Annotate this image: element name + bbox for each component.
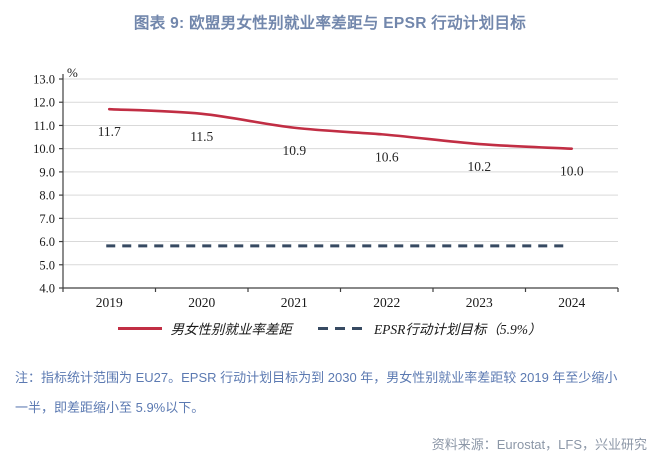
footnote-line-2: 一半，即差距缩小至 5.9%以下。 [15,400,205,415]
x-tick-label: 2019 [96,295,123,310]
data-label: 11.7 [98,124,121,139]
legend-item-gap: 男女性别就业率差距 [118,318,292,338]
y-tick-label: 5.0 [39,258,55,272]
line-chart-plot: 4.0 5.0 6.0 7.0 8.0 9.0 10.0 11.0 12.0 13.0 % 2019 2… [33,65,619,310]
x-tick-label: 2021 [281,295,308,310]
data-label: 10.9 [282,143,306,158]
legend-item-target: EPSR行动计划目标（5.9%） [317,318,542,338]
y-tick-label: 7.0 [39,212,55,226]
data-label: 10.6 [375,150,399,165]
y-tick-label: 4.0 [39,282,55,296]
chart-legend: 男女性别就业率差距 EPSR行动计划目标（5.9%） [0,318,660,338]
legend-label-target: EPSR行动计划目标（5.9%） [373,322,542,337]
x-tick-label: 2020 [188,295,215,310]
data-label: 10.0 [560,164,584,179]
legend-dashed-line-swatch [317,326,366,330]
y-tick-label: 13.0 [33,73,55,87]
y-tick-label: 6.0 [39,235,55,249]
footnote-line-1: 注：指标统计范围为 EU27。EPSR 行动计划目标为到 2030 年，男女性别… [15,370,618,385]
y-axis-unit-label: % [67,65,78,80]
y-tick-label: 9.0 [39,165,55,179]
chart-title: 图表 9: 欧盟男女性别就业率差距与 EPSR 行动计划目标 [133,15,527,32]
y-tick-label: 11.0 [34,119,55,133]
data-label: 10.2 [467,159,491,174]
x-tick-label: 2023 [466,295,493,310]
data-label: 11.5 [190,129,213,144]
legend-solid-line-swatch [118,326,163,330]
source-credit: 资料来源：Eurostat，LFS，兴业研究 [431,437,647,452]
y-tick-label: 12.0 [33,96,55,110]
y-tick-label: 10.0 [33,142,55,156]
y-tick-label: 8.0 [39,189,55,203]
footnote: 注：指标统计范围为 EU27。EPSR 行动计划目标为到 2030 年，男女性别… [15,363,653,423]
series-line-gap [107,107,574,150]
x-tick-label: 2022 [373,295,400,310]
legend-label-gap: 男女性别就业率差距 [170,322,292,337]
x-tick-label: 2024 [558,295,585,310]
